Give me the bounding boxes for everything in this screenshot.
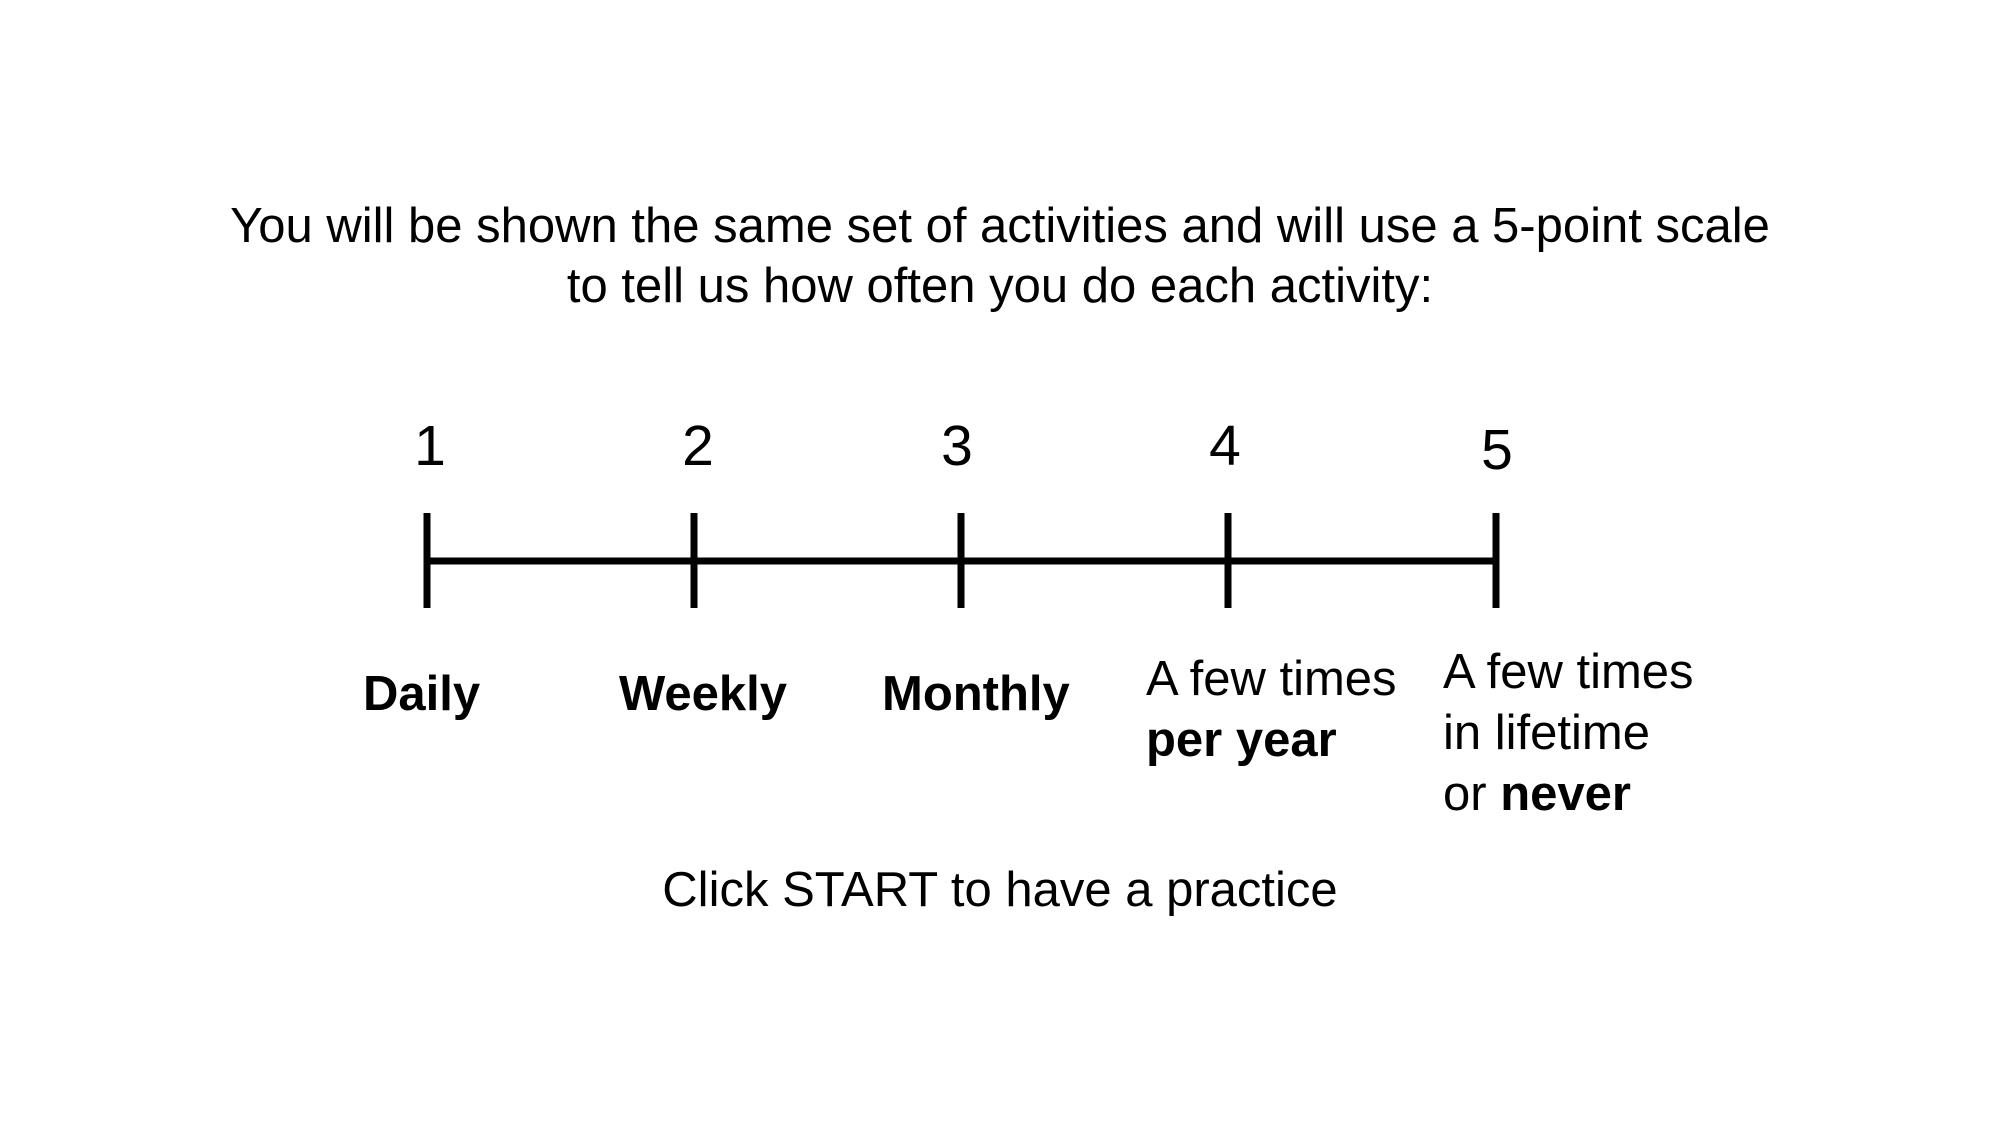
scale-label-5-line-3b: never — [1500, 767, 1631, 821]
instructions-line-1: You will be shown the same set of activi… — [230, 199, 1770, 253]
scale-label-weekly-text: Weekly — [619, 667, 787, 721]
start-instruction-text: Click START to have a practice — [662, 863, 1338, 917]
scale-number-3: 3 — [941, 414, 973, 478]
scale-label-lifetime-or-never: A few times in lifetime or never — [1443, 642, 1694, 825]
scale-number-2: 2 — [682, 414, 714, 478]
scale-label-weekly: Weekly — [619, 664, 787, 725]
scale-label-monthly-text: Monthly — [882, 667, 1070, 721]
scale-label-4-line-1: A few times — [1146, 652, 1397, 706]
scale-label-4-line-2: per year — [1146, 713, 1337, 767]
scale-label-5-line-2: in lifetime — [1443, 706, 1650, 760]
scale-label-daily: Daily — [363, 664, 480, 725]
scale-label-5-line-3a: or — [1443, 767, 1501, 821]
scale-number-1: 1 — [414, 414, 446, 478]
scale-label-monthly: Monthly — [882, 664, 1070, 725]
scale-number-4: 4 — [1209, 414, 1241, 478]
instructions-text: You will be shown the same set of activi… — [0, 196, 2000, 316]
scale-label-daily-text: Daily — [363, 667, 481, 721]
scale-label-few-per-year: A few times per year — [1146, 649, 1397, 771]
scale-number-5: 5 — [1481, 418, 1513, 482]
instructions-line-2: to tell us how often you do each activit… — [566, 259, 1434, 313]
scale-label-5-line-1: A few times — [1443, 645, 1694, 699]
